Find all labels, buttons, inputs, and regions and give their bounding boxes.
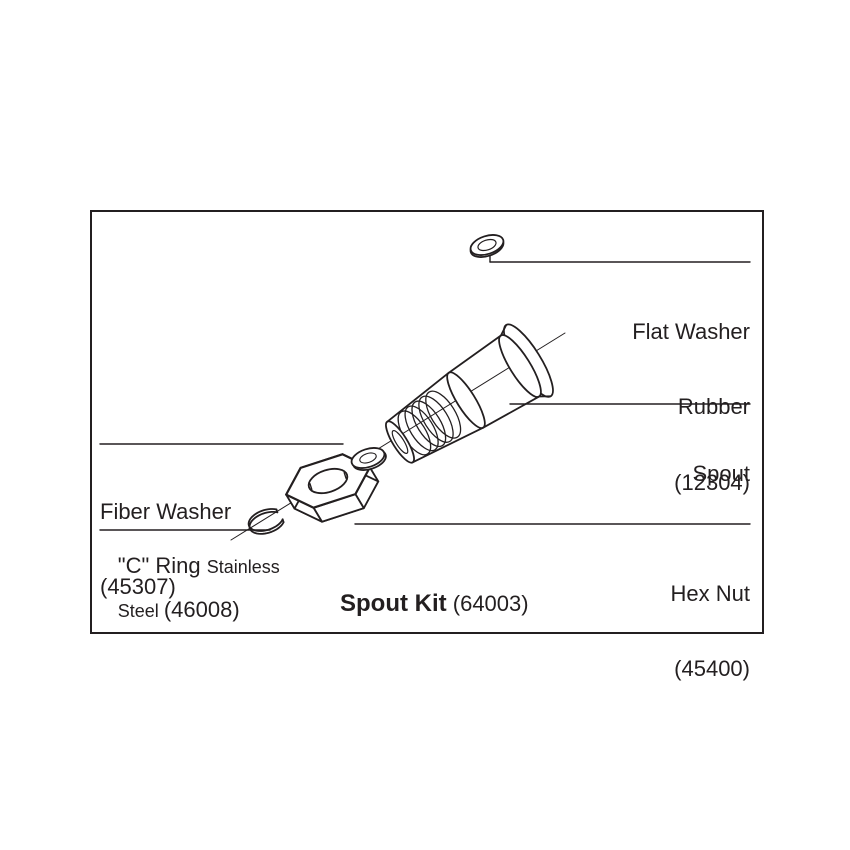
label-c-ring-b: Stainless	[207, 557, 280, 577]
label-c-ring-a: "C" Ring	[118, 553, 207, 578]
label-fiber-washer-line1: Fiber Washer	[100, 499, 231, 524]
diagram-title: Spout Kit (64003)	[340, 590, 529, 618]
label-hex-nut-line1: Hex Nut	[671, 581, 750, 606]
label-flat-washer-line1: Flat Washer	[632, 319, 750, 344]
diagram-title-paren: (64003)	[447, 591, 529, 616]
label-spout-line1: Spout	[693, 461, 751, 486]
label-hex-nut-line2: (45400)	[671, 656, 750, 681]
label-hex-nut: Hex Nut (45400)	[671, 530, 750, 732]
diagram-title-bold: Spout Kit	[340, 590, 447, 617]
label-c-ring: "C" Ring Stainless Steel (46008)	[100, 535, 280, 641]
diagram-canvas: Fiber Washer (45307) "C" Ring Stainless …	[0, 0, 850, 850]
label-spout: Spout	[693, 410, 751, 536]
label-c-ring-c: Steel	[118, 601, 164, 621]
label-c-ring-d: (46008)	[164, 597, 240, 622]
